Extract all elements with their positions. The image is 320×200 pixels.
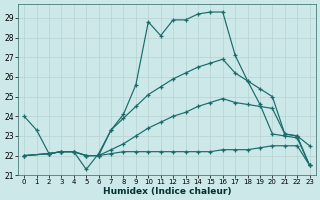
- X-axis label: Humidex (Indice chaleur): Humidex (Indice chaleur): [103, 187, 231, 196]
